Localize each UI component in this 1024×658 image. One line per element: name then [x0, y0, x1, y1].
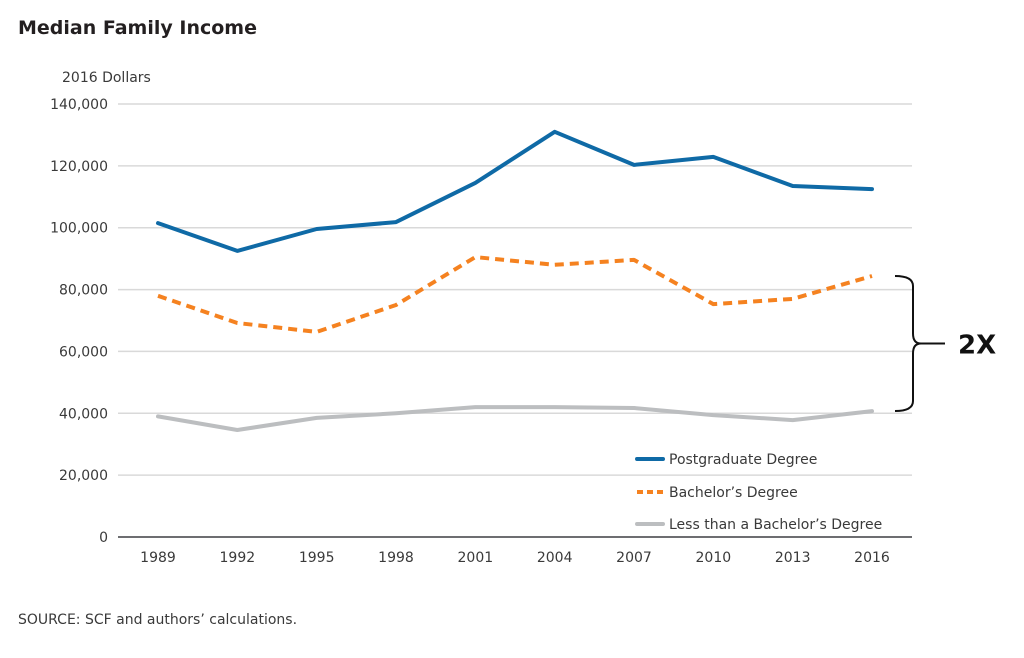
legend-label: Less than a Bachelor’s Degree	[669, 517, 882, 533]
series-line-less-than-a-bachelor-s-degree	[156, 405, 874, 432]
legend-label: Postgraduate Degree	[669, 452, 817, 468]
ratio-annotation: 2X	[894, 275, 996, 412]
brace-bracket	[894, 275, 922, 412]
source-note: SOURCE: SCF and authors’ calculations.	[18, 612, 297, 628]
series-lines	[156, 129, 874, 432]
x-tick-label: 2001	[458, 550, 494, 566]
x-tick-label: 2013	[775, 550, 811, 566]
y-tick-label: 140,000	[50, 97, 108, 113]
x-tick-label: 2007	[616, 550, 652, 566]
y-tick-label: 60,000	[59, 344, 108, 360]
y-axis-unit-label: 2016 Dollars	[62, 70, 151, 86]
y-tick-label: 40,000	[59, 406, 108, 422]
legend-label: Bachelor’s Degree	[669, 485, 798, 501]
y-tick-label: 0	[99, 530, 108, 546]
y-tick-label: 80,000	[59, 283, 108, 299]
x-axis-ticks: 1989 1992 1995 1998 2001 2004 2007 2010 2013 2016	[140, 550, 890, 566]
y-tick-label: 120,000	[50, 159, 108, 175]
y-tick-label: 100,000	[50, 221, 108, 237]
x-tick-label: 2010	[696, 550, 732, 566]
x-tick-label: 1995	[299, 550, 335, 566]
x-tick-label: 1998	[378, 550, 414, 566]
gridlines	[118, 103, 912, 538]
x-tick-label: 1989	[140, 550, 176, 566]
annotation-label: 2X	[958, 331, 996, 361]
legend: Postgraduate Degree Bachelor’s Degree Less…	[635, 452, 882, 533]
series-line-postgraduate-degree	[156, 129, 874, 253]
x-tick-label: 2016	[854, 550, 890, 566]
x-tick-label: 2004	[537, 550, 573, 566]
y-tick-label: 20,000	[59, 468, 108, 484]
y-axis-ticks: 0 20,000 40,000 60,000 80,000 100,000 120,000 1…	[50, 97, 108, 546]
chart-title: Median Family Income	[18, 17, 257, 39]
x-tick-label: 1992	[220, 550, 256, 566]
series-line-bachelor-s-degree	[157, 255, 873, 334]
